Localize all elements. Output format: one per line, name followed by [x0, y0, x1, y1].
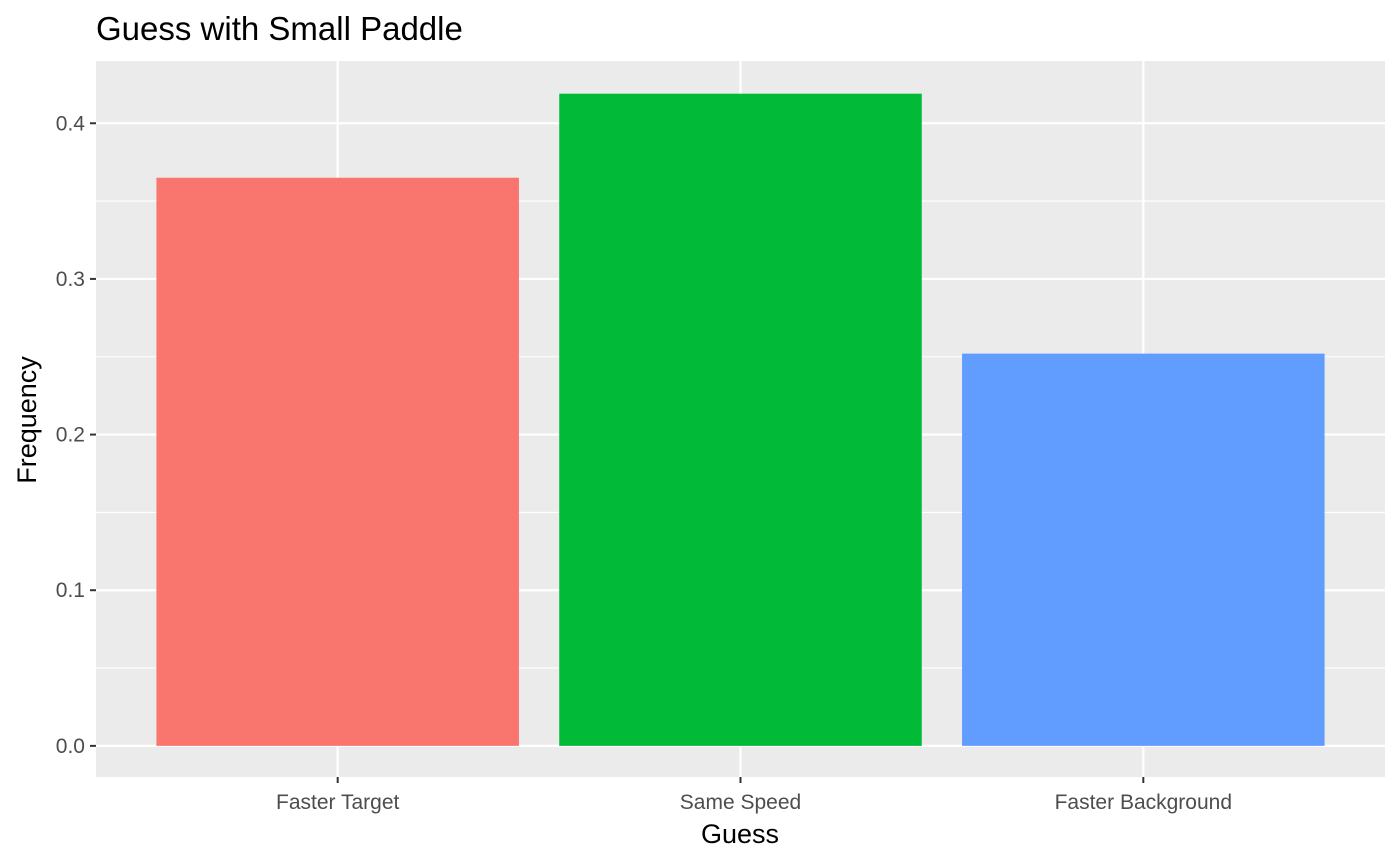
x-tick-label: Same Speed: [680, 791, 801, 814]
y-tick-label: 0.4: [56, 112, 86, 135]
x-axis: Faster Target Same Speed Faster Background: [276, 777, 1232, 814]
y-tick-label: 0.1: [56, 579, 85, 602]
y-tick-label: 0.0: [56, 735, 85, 758]
x-tick-label: Faster Background: [1055, 791, 1232, 814]
chart-title: Guess with Small Paddle: [96, 10, 463, 47]
x-axis-title: Guess: [701, 819, 779, 849]
y-tick-label: 0.3: [56, 268, 85, 291]
y-tick-label: 0.2: [56, 424, 85, 447]
bar-faster-background: [962, 353, 1325, 746]
bar-faster-target: [156, 177, 519, 746]
x-tick-label: Faster Target: [276, 791, 399, 814]
y-axis-title: Frequency: [12, 356, 42, 484]
y-axis: 0.0 0.1 0.2 0.3 0.4: [56, 112, 96, 758]
bar-same-speed: [559, 93, 922, 746]
bars: [156, 93, 1325, 746]
